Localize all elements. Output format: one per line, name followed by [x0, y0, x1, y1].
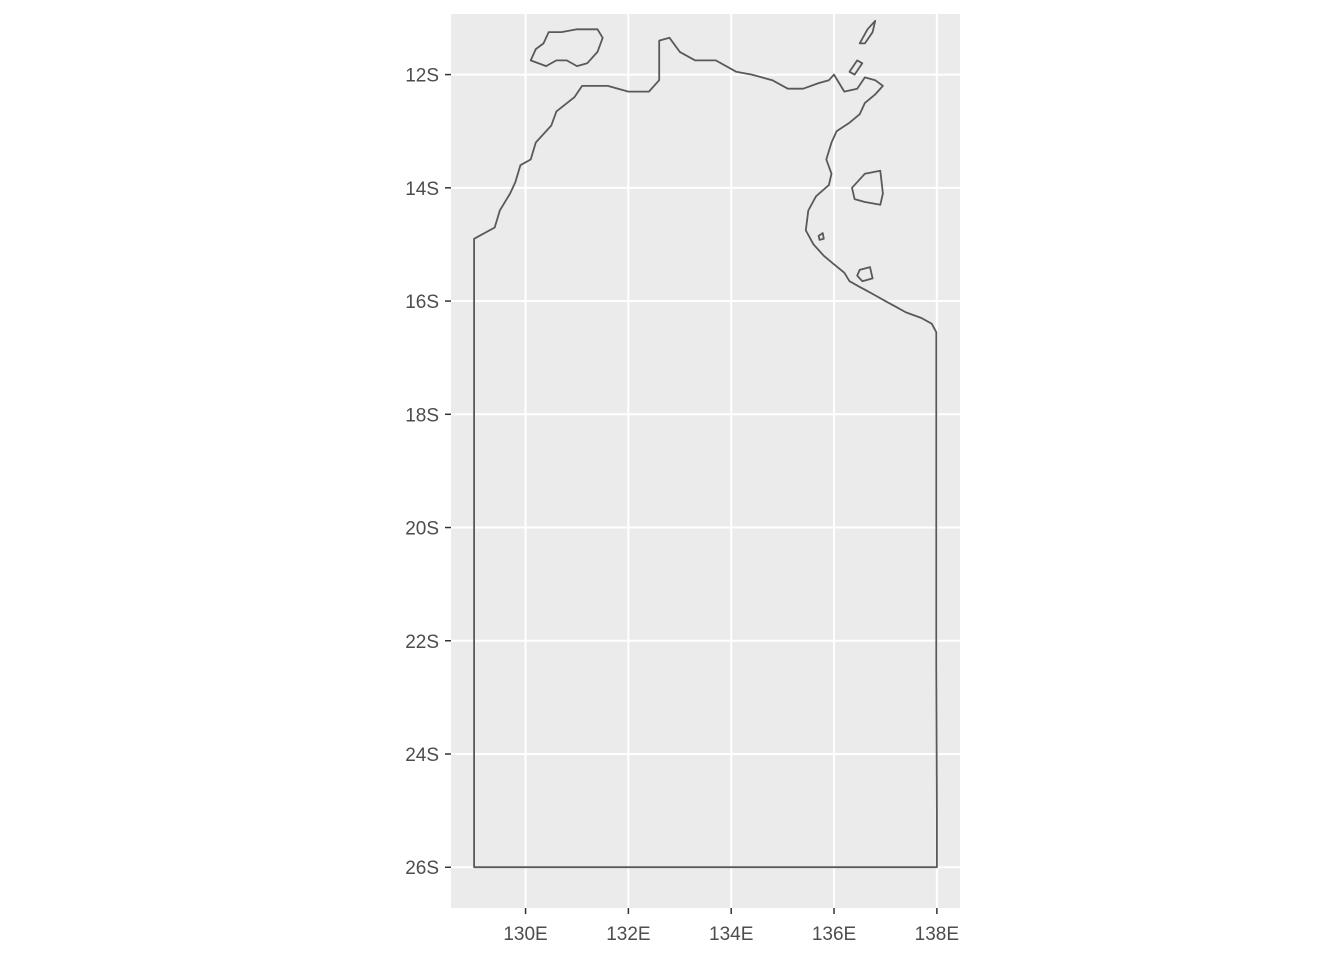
- y-tick-label-2: 16S: [405, 292, 439, 313]
- x-tick-label-0: 130E: [503, 924, 547, 945]
- x-tick-label-4: 138E: [915, 924, 959, 945]
- x-tick-label-2: 134E: [709, 924, 753, 945]
- y-tick-label-1: 14S: [405, 179, 439, 200]
- island-outline-5: [817, 232, 825, 241]
- y-tick-label-3: 18S: [405, 405, 439, 426]
- island-outline-3: [858, 19, 877, 45]
- x-axis: 130E 132E 134E 136E 138E: [503, 908, 959, 945]
- y-tick-label-0: 12S: [405, 66, 439, 87]
- y-tick-label-5: 22S: [405, 632, 439, 653]
- map-features: [473, 19, 938, 869]
- x-tick-label-1: 132E: [606, 924, 650, 945]
- y-tick-label-6: 24S: [405, 745, 439, 766]
- island-outline-1: [529, 28, 604, 67]
- y-tick-label-4: 20S: [405, 519, 439, 540]
- island-outline-4: [848, 59, 864, 76]
- y-axis: 12S 14S 16S 18S 20S 22S 24S 26S: [405, 66, 451, 879]
- territory-outline: [473, 36, 938, 869]
- island-outline-2: [851, 169, 884, 206]
- plot-panel: [451, 14, 960, 908]
- y-tick-label-7: 26S: [405, 858, 439, 879]
- x-tick-label-3: 136E: [812, 924, 856, 945]
- island-outline-6: [856, 266, 874, 283]
